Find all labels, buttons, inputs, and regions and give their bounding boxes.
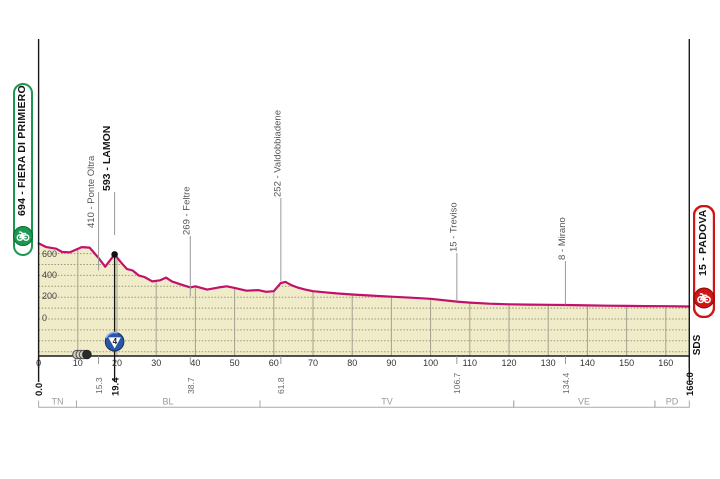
svg-text:593 - LAMON: 593 - LAMON bbox=[101, 126, 113, 191]
svg-text:600: 600 bbox=[42, 249, 57, 259]
svg-text:130: 130 bbox=[541, 358, 556, 368]
svg-text:8 - Mirano: 8 - Mirano bbox=[557, 217, 568, 260]
svg-text:166.0: 166.0 bbox=[685, 372, 696, 396]
svg-text:269 - Feltre: 269 - Feltre bbox=[182, 186, 193, 235]
svg-text:160: 160 bbox=[658, 358, 673, 368]
svg-text:60: 60 bbox=[269, 358, 279, 368]
svg-text:BL: BL bbox=[162, 397, 173, 407]
svg-text:0.0: 0.0 bbox=[34, 383, 45, 396]
svg-text:134.4: 134.4 bbox=[561, 372, 571, 394]
svg-text:38.7: 38.7 bbox=[186, 377, 196, 394]
svg-text:30: 30 bbox=[151, 358, 161, 368]
svg-text:40: 40 bbox=[190, 358, 200, 368]
svg-text:10: 10 bbox=[73, 358, 83, 368]
svg-text:PD: PD bbox=[666, 397, 679, 407]
svg-text:400: 400 bbox=[42, 270, 57, 280]
svg-text:15.3: 15.3 bbox=[94, 377, 104, 394]
svg-text:VE: VE bbox=[578, 397, 590, 407]
svg-text:15 - Treviso: 15 - Treviso bbox=[448, 202, 459, 252]
svg-text:80: 80 bbox=[347, 358, 357, 368]
svg-text:50: 50 bbox=[230, 358, 240, 368]
svg-text:90: 90 bbox=[386, 358, 396, 368]
svg-text:140: 140 bbox=[580, 358, 595, 368]
svg-text:110: 110 bbox=[463, 358, 477, 368]
svg-text:410 - Ponte Oltra: 410 - Ponte Oltra bbox=[86, 155, 97, 228]
svg-text:4: 4 bbox=[113, 337, 118, 346]
svg-text:70: 70 bbox=[308, 358, 318, 368]
svg-text:19.4: 19.4 bbox=[111, 377, 122, 396]
svg-text:SDS: SDS bbox=[692, 334, 703, 355]
svg-text:61.8: 61.8 bbox=[276, 377, 286, 394]
svg-text:200: 200 bbox=[42, 291, 57, 301]
svg-text:20: 20 bbox=[112, 358, 122, 368]
svg-text:TN: TN bbox=[52, 397, 64, 407]
svg-text:106.7: 106.7 bbox=[452, 372, 462, 394]
svg-text:0: 0 bbox=[42, 313, 47, 323]
svg-text:252 - Valdobbiadene: 252 - Valdobbiadene bbox=[272, 110, 283, 197]
svg-text:120: 120 bbox=[501, 358, 516, 368]
svg-text:100: 100 bbox=[423, 358, 438, 368]
svg-text:TV: TV bbox=[381, 397, 393, 407]
svg-text:150: 150 bbox=[619, 358, 634, 368]
